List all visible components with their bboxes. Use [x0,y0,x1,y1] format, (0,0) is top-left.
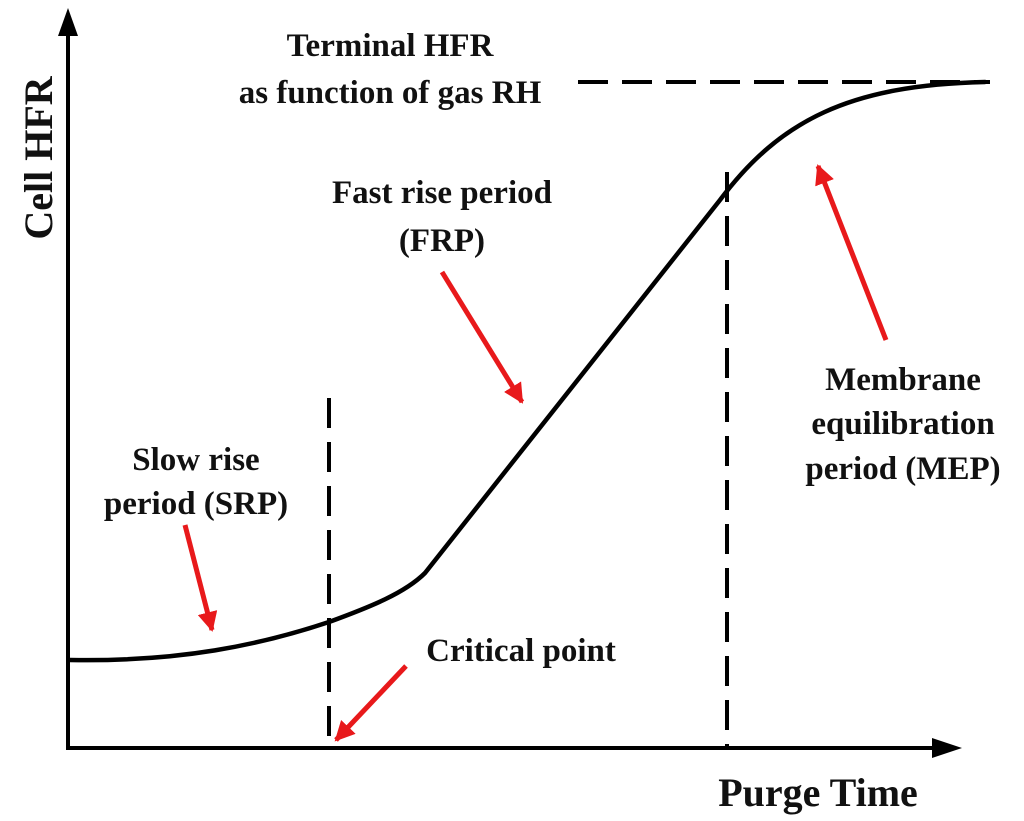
terminal-hfr-label-line2: as function of gas RH [239,75,542,111]
y-axis-arrowhead [58,8,78,36]
critical-point-label: Critical point [426,633,616,669]
frp-label-line1: Fast rise period [332,175,552,211]
mep-label-line2: equilibration [811,406,994,442]
critical-point-arrow [334,664,408,742]
srp-label-line2: period (SRP) [104,486,288,522]
x-axis-title: Purge Time [718,770,918,815]
mep-arrow [815,164,889,341]
x-axis-arrowhead [932,738,962,758]
hfr-curve [67,79,988,663]
mep-label-line1: Membrane [825,362,981,398]
frp-arrow [439,270,525,404]
y-axis-title: Cell HFR [16,75,61,239]
mep-label-line3: period (MEP) [805,451,1000,487]
terminal-hfr-label-line1: Terminal HFR [287,28,495,64]
frp-label-line2: (FRP) [399,223,485,259]
srp-label-line1: Slow rise [132,442,259,478]
srp-arrow [182,524,218,632]
